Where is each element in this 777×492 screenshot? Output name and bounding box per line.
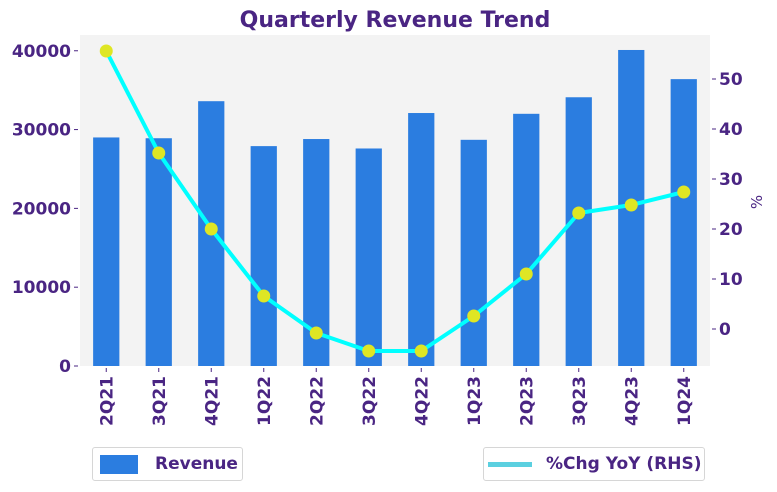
y2-tick-label: 50 xyxy=(719,70,743,90)
yoy-point-1Q22 xyxy=(257,289,271,303)
y2-tick-label: 20 xyxy=(719,220,743,240)
x-tick-label: 4Q21 xyxy=(202,376,222,426)
plot-area xyxy=(80,35,710,366)
x-tick-label: 4Q23 xyxy=(622,376,642,426)
yoy-line xyxy=(104,50,685,353)
y-tick-label: 40000 xyxy=(12,42,71,62)
legend-swatch-revenue xyxy=(100,454,138,474)
yoy-point-1Q24 xyxy=(677,185,691,199)
yoy-point-2Q21 xyxy=(99,44,113,58)
yoy-point-4Q22 xyxy=(414,344,428,358)
chart-title: Quarterly Revenue Trend xyxy=(240,8,551,33)
y2-tick-label: 0 xyxy=(719,320,731,340)
bar-3Q22 xyxy=(355,148,382,366)
x-tick-label: 2Q21 xyxy=(97,376,117,426)
legend-label-revenue: Revenue xyxy=(155,454,238,474)
bar-3Q23 xyxy=(565,97,592,366)
yoy-point-4Q21 xyxy=(204,222,218,236)
bar-1Q22 xyxy=(250,146,277,366)
y-tick-label: 10000 xyxy=(12,278,71,298)
bar-2Q21 xyxy=(93,137,120,366)
y2-axis-label: % xyxy=(748,195,766,209)
y-axis-left: 0 10000 20000 30000 40000 xyxy=(12,42,78,377)
x-tick-label: 3Q22 xyxy=(360,376,380,426)
y2-tick-label: 10 xyxy=(719,270,743,290)
yoy-point-2Q23 xyxy=(519,267,533,281)
y2-tick-label: 30 xyxy=(719,170,743,190)
yoy-point-4Q23 xyxy=(624,198,638,212)
bar-2Q23 xyxy=(513,113,540,366)
x-tick-label: 1Q22 xyxy=(255,376,275,426)
x-tick-label: 2Q22 xyxy=(307,376,327,426)
bar-1Q24 xyxy=(670,79,697,366)
y-tick-label: 20000 xyxy=(12,199,71,219)
x-tick-label: 2Q23 xyxy=(517,376,537,426)
y-tick-label: 30000 xyxy=(12,121,71,141)
y2-tick-label: 40 xyxy=(719,120,743,140)
bar-3Q21 xyxy=(145,138,172,366)
y-tick-label: 0 xyxy=(59,357,71,377)
legend-swatch-yoy xyxy=(488,461,532,467)
legend-label-yoy: %Chg YoY (RHS) xyxy=(546,454,702,474)
bar-4Q22 xyxy=(408,113,435,367)
y-axis-right: 0 10 20 30 40 50 xyxy=(712,70,743,340)
x-tick-label: 4Q22 xyxy=(412,376,432,426)
x-tick-label: 1Q24 xyxy=(675,376,695,426)
yoy-point-3Q22 xyxy=(362,344,376,358)
x-axis: 2Q21 3Q21 4Q21 1Q22 2Q22 3Q22 4Q22 1Q23 2Q23 3Q23… xyxy=(97,368,695,426)
yoy-point-3Q21 xyxy=(152,146,166,160)
x-tick-label: 3Q23 xyxy=(570,376,590,426)
yoy-point-3Q23 xyxy=(572,206,586,220)
legend-item-yoy: %Chg YoY (RHS) xyxy=(483,447,705,481)
line-series-yoy xyxy=(99,44,691,358)
legend-item-revenue: Revenue xyxy=(92,447,243,481)
yoy-point-1Q23 xyxy=(467,309,481,323)
bar-1Q23 xyxy=(460,139,487,366)
x-tick-label: 3Q21 xyxy=(150,376,170,426)
x-tick-label: 1Q23 xyxy=(465,376,485,426)
yoy-point-2Q22 xyxy=(309,326,323,340)
